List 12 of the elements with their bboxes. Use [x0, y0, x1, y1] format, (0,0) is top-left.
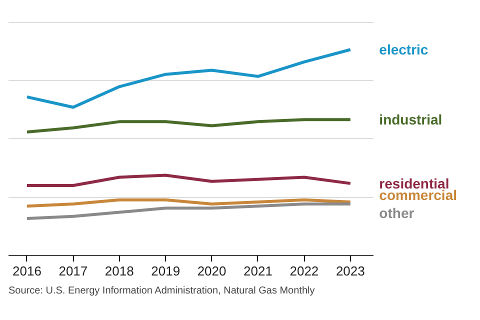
x-tick-label: 2022	[290, 264, 319, 278]
x-tick-label: 2020	[197, 264, 226, 278]
source-note: Source: U.S. Energy Information Administration, Natural Gas Monthly	[8, 286, 315, 296]
x-tick-label: 2017	[58, 264, 88, 278]
x-tick-label: 2023	[336, 264, 365, 278]
x-tick-label: 2021	[244, 264, 272, 278]
text: electric	[379, 42, 428, 58]
x-tick-label: 2016	[12, 264, 42, 278]
x-tick-label: 2018	[104, 264, 134, 278]
x-tick-label: 2019	[151, 264, 180, 278]
text: other	[379, 205, 415, 222]
text: industrial	[379, 112, 442, 128]
